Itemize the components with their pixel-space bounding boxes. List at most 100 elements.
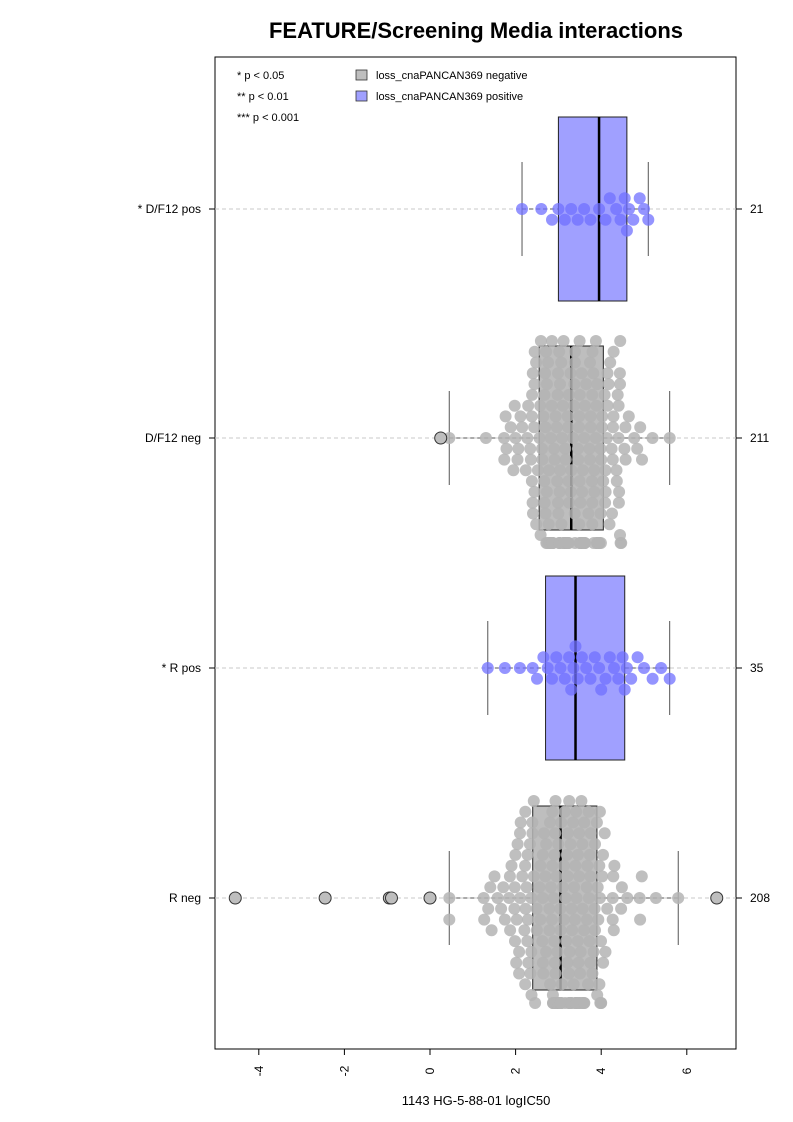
group-1-point-73 xyxy=(553,345,566,358)
group-3-point-168 xyxy=(588,902,601,915)
group-1-point-13 xyxy=(516,421,529,434)
group-3-point-148 xyxy=(576,902,589,915)
group-1-point-45 xyxy=(540,345,553,358)
group-1-point-67 xyxy=(550,421,563,434)
group-0-point-0 xyxy=(516,203,528,215)
group-1-point-72 xyxy=(552,507,565,520)
group-2-point-23 xyxy=(603,651,616,664)
group-2-point-26 xyxy=(616,651,629,664)
group-1-point-24 xyxy=(527,507,539,520)
group-0-point-20 xyxy=(642,213,655,226)
group-2-point-4 xyxy=(531,672,543,685)
group-1-point-122 xyxy=(574,496,587,509)
group-3-point-101 xyxy=(555,978,568,991)
x-axis: -4 -2 0 2 4 6 xyxy=(252,1048,694,1076)
significance-legend-2: *** p < 0.001 xyxy=(237,112,299,124)
group-3-point-5 xyxy=(484,881,497,894)
group-3-point-126 xyxy=(568,881,581,894)
group-2-point-12 xyxy=(565,683,578,696)
group-1-point-70 xyxy=(552,496,564,509)
group-3-point-110 xyxy=(561,956,574,969)
group-2-point-0 xyxy=(481,662,494,674)
group-1-point-71 xyxy=(552,367,564,380)
group-3-point-56 xyxy=(536,848,549,861)
group-3-point-125 xyxy=(567,978,580,991)
group-2-count: 35 xyxy=(750,661,764,675)
group-3-point-13 xyxy=(503,870,516,883)
group-1-point-166 xyxy=(594,537,607,549)
group-1-point-76 xyxy=(553,485,566,498)
group-0-point-9 xyxy=(593,203,606,215)
group-1-point-201 xyxy=(619,421,632,434)
group-1-count: 211 xyxy=(750,431,769,445)
group-1-point-33 xyxy=(534,399,547,412)
group-1-point-116 xyxy=(573,518,586,531)
legend-label-0: loss_cnaPANCAN369 negative xyxy=(376,70,527,82)
group-3-point-45 xyxy=(526,816,539,829)
group-0-count: 21 xyxy=(750,202,764,216)
group-3-point-151 xyxy=(578,924,590,937)
group-1-point-117 xyxy=(573,335,586,347)
group-1-point-134 xyxy=(578,537,591,549)
group-3-point-52 xyxy=(534,913,547,926)
group-3-point-14 xyxy=(504,924,517,937)
group-3-point-171 xyxy=(590,816,603,829)
group-1-point-84 xyxy=(557,335,570,347)
group-1-point-209 xyxy=(663,432,676,444)
group-3-point-165 xyxy=(584,827,597,840)
group-3-point-50 xyxy=(530,924,543,937)
group-3-point-189 xyxy=(606,892,619,904)
group-3-point-137 xyxy=(571,935,584,948)
group-0-point-11 xyxy=(603,192,616,205)
group-0-point-3 xyxy=(552,203,565,215)
group-1-point-51 xyxy=(542,518,555,531)
group-1-point-92 xyxy=(561,410,574,423)
group-1-point-194 xyxy=(613,367,626,380)
group-2-point-28 xyxy=(620,662,633,674)
group-3-point-169 xyxy=(589,924,601,937)
group-1-point-174 xyxy=(599,485,612,498)
group-3-point-105 xyxy=(558,805,571,818)
group-3-point-185 xyxy=(597,956,610,969)
group-3-point-10 xyxy=(497,881,510,894)
group-1-point-88 xyxy=(559,442,572,455)
group-1-point-9 xyxy=(509,432,522,444)
group-3-point-38 xyxy=(522,956,535,969)
group-1-point-142 xyxy=(584,410,597,423)
group-3-point-178 xyxy=(593,805,606,818)
group-1-point-3 xyxy=(498,453,511,466)
group-1-point-204 xyxy=(628,432,641,444)
group-0-point-4 xyxy=(558,213,571,226)
group-1-point-131 xyxy=(578,432,591,444)
group-1-point-42 xyxy=(539,367,552,380)
group-3-outlier-3 xyxy=(384,891,398,905)
group-1-point-22 xyxy=(526,496,539,509)
group-1-point-156 xyxy=(591,378,604,391)
group-2-point-27 xyxy=(618,683,631,696)
group-3-point-40 xyxy=(524,967,537,980)
group-3-point-67 xyxy=(544,881,557,894)
group-1-point-152 xyxy=(589,432,602,444)
group-3-point-131 xyxy=(570,805,583,818)
group-3-point-157 xyxy=(581,859,594,872)
group-2-point-16 xyxy=(575,651,588,664)
group-1-point-151 xyxy=(588,485,601,498)
group-1-point-2 xyxy=(498,432,511,444)
group-1-point-164 xyxy=(594,442,607,455)
group-3-point-6 xyxy=(485,924,498,937)
group-3-point-75 xyxy=(547,892,560,904)
group-1-point-10 xyxy=(511,453,524,466)
group-3-point-77 xyxy=(548,848,561,861)
group-1-point-28 xyxy=(528,345,541,358)
group-1-point-16 xyxy=(522,399,535,412)
group-3-point-184 xyxy=(597,848,609,861)
group-2-point-32 xyxy=(646,672,659,685)
group-1-point-171 xyxy=(598,388,611,401)
group-3-point-119 xyxy=(564,838,577,851)
group-3-count: 208 xyxy=(750,891,770,905)
group-1-point-41 xyxy=(538,496,551,509)
group-3-point-3 xyxy=(478,913,491,926)
group-1-point-144 xyxy=(586,388,599,401)
group-1-point-20 xyxy=(525,475,538,488)
group-1-point-202 xyxy=(619,453,632,466)
